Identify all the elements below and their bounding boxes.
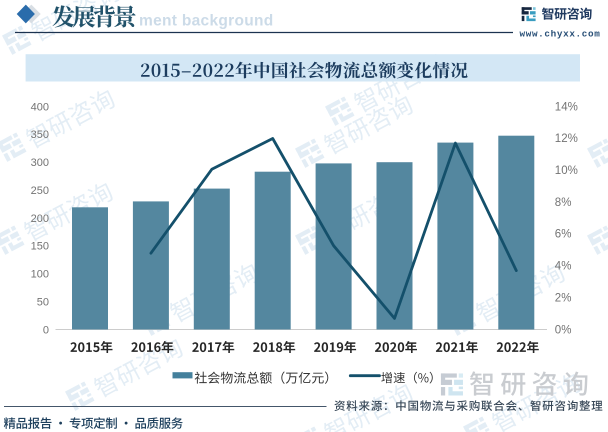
svg-text:www.chyxx.com: www.chyxx.com: [520, 28, 601, 39]
svg-text:ment background: ment background: [139, 13, 274, 30]
svg-text:400: 400: [31, 101, 49, 113]
svg-text:6%: 6%: [555, 229, 572, 241]
svg-text:4%: 4%: [555, 261, 572, 273]
svg-text:8%: 8%: [555, 197, 572, 209]
svg-text:100: 100: [31, 269, 49, 281]
svg-text:50: 50: [37, 296, 49, 308]
svg-text:250: 250: [31, 185, 49, 197]
svg-text:300: 300: [31, 157, 49, 169]
svg-text:150: 150: [31, 241, 49, 253]
svg-text:10%: 10%: [555, 165, 578, 177]
svg-text:0: 0: [43, 324, 49, 336]
svg-text:0%: 0%: [555, 324, 572, 336]
svg-text:2%: 2%: [555, 292, 572, 304]
svg-text:14%: 14%: [555, 101, 578, 113]
svg-text:200: 200: [31, 213, 49, 225]
svg-text:350: 350: [31, 129, 49, 141]
svg-text:12%: 12%: [555, 133, 578, 145]
